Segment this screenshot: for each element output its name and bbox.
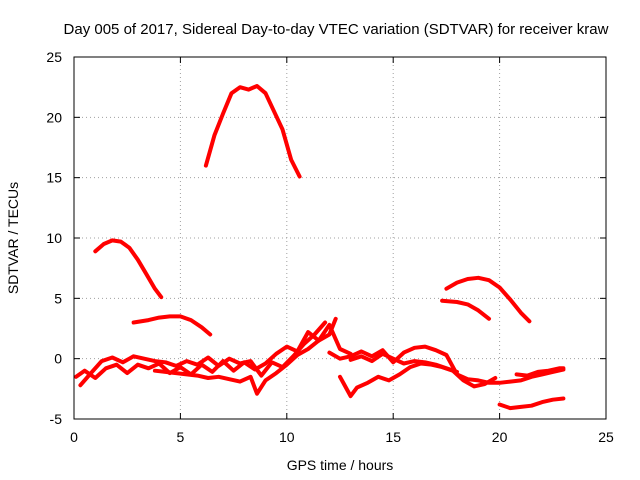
series-arc-2 — [93, 238, 164, 300]
series-arc-1 — [203, 84, 302, 179]
series-arc-3 — [131, 314, 213, 337]
series-arc-11 — [348, 351, 459, 374]
y-tick-label: 20 — [46, 109, 62, 125]
series-arc-4 — [444, 275, 532, 324]
series-arc-5 — [440, 298, 491, 321]
series-arc-6 — [74, 322, 353, 380]
series-arc-9 — [327, 344, 566, 385]
y-tick-label: 10 — [46, 230, 62, 246]
x-tick-label: 10 — [279, 429, 295, 445]
chart-title: Day 005 of 2017, Sidereal Day-to-day VTE… — [64, 21, 609, 38]
x-axis-label: GPS time / hours — [287, 457, 394, 473]
series-arc-12 — [514, 366, 566, 378]
plot-frame — [73, 56, 607, 420]
x-tick-label: 25 — [598, 429, 614, 445]
series-arc-8 — [152, 316, 338, 396]
series-layer — [74, 84, 566, 411]
series-arc-13 — [497, 396, 566, 411]
y-tick-label: -5 — [50, 411, 63, 427]
x-tick-label: 0 — [70, 429, 78, 445]
y-tick-label: 25 — [46, 49, 62, 65]
x-tick-label: 5 — [177, 429, 185, 445]
y-tick-label: 15 — [46, 170, 62, 186]
y-axis-label: SDTVAR / TECUs — [5, 182, 21, 294]
tick-layer: 0 5 10 15 20 25 -5 0 5 10 15 20 25 — [46, 49, 614, 445]
series-arc-10 — [338, 361, 498, 399]
x-tick-label: 20 — [492, 429, 508, 445]
x-tick-label: 15 — [385, 429, 401, 445]
y-tick-label: 0 — [54, 351, 62, 367]
y-tick-label: 5 — [54, 290, 62, 306]
